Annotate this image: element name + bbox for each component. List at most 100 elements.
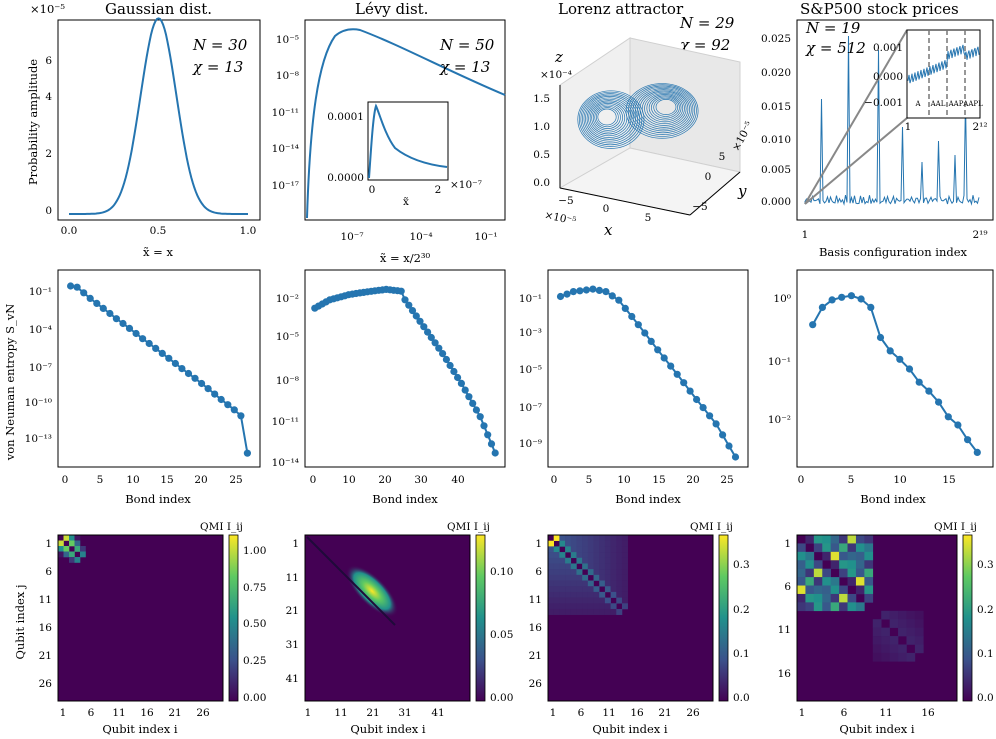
qmi3-cell [822,535,831,544]
ent1-xlabel: Bond index [372,492,438,506]
ent1-xtick-40: 40 [451,474,464,486]
entropy-point [86,294,94,302]
qmi3-cell [906,619,916,628]
qmi0-xtick-1: 1 [60,707,67,719]
qmi2-cell [621,552,628,559]
entropy-point [165,354,173,362]
qmi3-cell [813,560,823,569]
lorenz-loop-right [651,96,680,119]
lorenz-ztick-00: 0.0 [533,177,550,189]
qmi0-frame [57,534,224,702]
lorenz-n-label: N = 29 [679,14,735,32]
qmi2-cell [570,563,577,570]
qmi2-xtick-11: 11 [602,707,615,719]
levy-curve [306,28,506,219]
qmi3-cell [847,535,857,544]
qmi3-cell [813,577,823,586]
qmi3-cell [813,543,823,553]
lorenz-loop-right [641,91,687,126]
qmi0-cbar-000: 0.00 [243,692,266,704]
qmi2-cell [570,591,577,598]
lorenz-loop-left [582,94,638,144]
ent0-xtick-0: 0 [62,474,69,486]
entropy-point [112,315,120,323]
qmi2-cell [621,603,628,610]
lorenz-trajectory [577,83,699,149]
panel-entropy-gaussian: 10⁻¹ 10⁻⁴ 10⁻⁷ 10⁻¹⁰ 10⁻¹³ 0 5 10 15 20 … [25,269,261,506]
qmi2-cell [548,597,554,604]
qmi2-cell [553,574,560,581]
qmi3-ytick-16: 16 [778,668,792,680]
qmi3-cell [822,543,831,553]
qmi3-cell [906,627,916,637]
levy-inset-ytick-0: 0.0000 [327,172,364,184]
entropy-gaussian-axes [57,269,261,468]
entropy-point [847,292,856,300]
lorenz-loop-left [594,105,621,129]
qmi3-cell [822,585,831,595]
entropy-point [857,295,865,303]
ent0-xlabel: Bond index [125,492,191,506]
qmi3-cell [805,535,815,544]
qmi2-cell [576,574,583,581]
qmi2-cell [621,557,628,564]
qmi2-xtick-21: 21 [658,707,671,719]
qmi3-cell [847,543,857,553]
qmi2-cell [587,597,594,604]
lorenz-ztick-10: 1.0 [533,121,550,133]
entropy-gaussian-series [67,282,251,457]
qmi2-cell [604,580,611,587]
entropy-point [171,359,179,368]
gaussian-ytick-2: 2 [45,148,52,160]
qmi0-cell [69,535,75,541]
entropy-point [896,355,904,363]
entropy-point [457,379,465,387]
qmi3-ytick-6: 6 [784,581,791,593]
qmi0-ytick-21: 21 [39,650,52,662]
qmi3-xtick-6: 6 [841,707,848,719]
qmi2-cell [616,586,623,593]
qmi2-cell [576,580,583,587]
qmi2-cell [610,574,617,581]
lorenz-loop-right [646,94,684,123]
ent2-ytick-4: 10⁻⁷ [519,402,542,414]
levy-xtick-1: 10⁻⁷ [340,231,363,243]
qmi2-cell [548,552,554,559]
qmi3-cbar-02: 0.2 [977,604,994,616]
qmi1-cbar-title: QMI I_ij [447,521,490,533]
qmi2-cell [553,546,560,553]
entropy-point [944,413,952,421]
qmi2-xtick-26: 26 [686,707,700,719]
qmi2-cell [559,569,566,576]
qmi1-ytick-41: 41 [286,673,299,685]
qmi2-cell [582,597,589,604]
qmi3-cell [855,560,865,569]
qmi3-cell [872,636,882,645]
entropy-point [725,442,733,450]
entropy-point [647,337,655,345]
gaussian-y-exponent: ×10⁻⁵ [30,2,65,16]
qmi3-colorbar [962,534,973,702]
qmi2-cell [582,586,589,593]
ent2-xtick-20: 20 [686,474,699,486]
qmi0-xtick-6: 6 [88,707,95,719]
qmi2-cell [576,591,583,598]
qmi2-cell [604,574,611,581]
qmi3-cell [914,627,924,637]
sp500-inset-label-a: A [914,100,921,108]
qmi3-cell [839,543,848,553]
ent0-ytick-4: 10⁻¹⁰ [25,397,52,409]
qmi3-cell [855,543,865,553]
entropy-point [973,448,981,456]
qmi3-cell [797,543,806,553]
levy-ytick-2: 10⁻⁸ [276,70,299,82]
gaussian-curve [69,17,248,215]
ent2-ytick-1: 10⁻¹ [519,293,542,305]
entropy-point [602,288,610,296]
qmi2-colorbar [718,534,729,702]
entropy-point [576,287,584,295]
qmi1-xtick-1: 1 [305,707,312,719]
qmi2-cell [565,540,572,547]
qmi2-ytick-16: 16 [529,622,543,634]
entropy-point [712,420,720,428]
